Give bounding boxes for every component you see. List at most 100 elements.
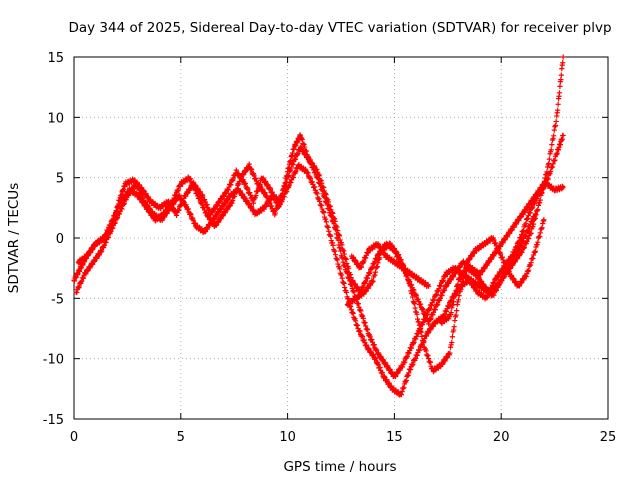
data-point xyxy=(495,273,502,280)
data-point xyxy=(389,242,395,248)
data-point xyxy=(526,236,532,242)
data-point xyxy=(537,200,543,206)
data-point xyxy=(345,296,351,302)
data-point xyxy=(281,184,288,190)
y-tick-label: -15 xyxy=(43,413,64,428)
data-point xyxy=(548,168,554,175)
data-point xyxy=(452,292,458,298)
data-point xyxy=(412,355,419,362)
data-point xyxy=(411,300,417,306)
data-point xyxy=(253,175,259,181)
data-point xyxy=(200,193,206,199)
data-point xyxy=(372,355,378,361)
data-point xyxy=(332,248,338,254)
data-point xyxy=(432,307,438,313)
data-point xyxy=(508,227,515,233)
data-point xyxy=(292,156,299,162)
data-point xyxy=(347,272,354,278)
data-point xyxy=(365,345,372,351)
data-point xyxy=(525,213,531,219)
x-tick-label: 25 xyxy=(600,430,617,445)
tick-labels: 0 5 10 15 20 25 -15 -10 -5 0 5 10 15 xyxy=(43,51,617,445)
data-point xyxy=(189,180,195,186)
data-point xyxy=(418,329,424,335)
data-point xyxy=(452,317,458,324)
data-point xyxy=(434,302,440,308)
y-tick-label: 0 xyxy=(56,232,64,247)
data-point xyxy=(535,239,541,245)
data-point xyxy=(523,233,529,239)
data-point xyxy=(491,253,497,259)
data-point xyxy=(351,289,357,295)
data-point xyxy=(414,311,420,317)
data-point xyxy=(299,136,305,143)
data-point xyxy=(283,180,289,186)
data-point xyxy=(540,218,546,224)
data-point xyxy=(135,185,141,191)
data-point xyxy=(194,190,200,196)
data-point xyxy=(110,216,116,222)
data-point xyxy=(264,194,271,200)
data-point xyxy=(483,284,489,290)
data-point xyxy=(255,180,261,186)
data-point xyxy=(312,184,318,190)
data-point xyxy=(535,207,541,213)
data-point xyxy=(449,305,455,311)
data-point xyxy=(255,188,261,194)
data-point xyxy=(408,345,415,351)
data-point xyxy=(206,206,212,212)
data-point xyxy=(227,203,233,209)
data-point xyxy=(248,166,255,173)
data-point xyxy=(514,244,520,250)
data-point xyxy=(107,223,113,229)
x-tick-label: 15 xyxy=(386,430,403,445)
data-point xyxy=(520,228,526,235)
data-point xyxy=(560,184,566,190)
data-point xyxy=(355,301,361,307)
data-point xyxy=(261,206,267,212)
data-point xyxy=(116,211,123,217)
data-point xyxy=(328,233,334,239)
data-point xyxy=(190,217,196,223)
data-point xyxy=(348,307,354,313)
data-point xyxy=(519,249,525,256)
data-point xyxy=(541,217,547,223)
data-point xyxy=(556,90,563,96)
data-point xyxy=(234,186,240,192)
data-point xyxy=(325,197,331,203)
data-point xyxy=(348,274,354,281)
data-point xyxy=(173,192,179,199)
data-point xyxy=(489,285,495,291)
data-point xyxy=(343,256,349,262)
data-point xyxy=(418,328,424,334)
data-point xyxy=(168,201,174,208)
data-point xyxy=(527,210,533,216)
data-point xyxy=(251,172,257,178)
data-point xyxy=(407,281,413,287)
data-point xyxy=(442,358,448,364)
data-point xyxy=(532,211,538,217)
data-point xyxy=(96,252,102,258)
axis-ticks xyxy=(73,56,609,420)
data-point xyxy=(406,370,412,376)
data-point xyxy=(329,240,336,246)
data-point xyxy=(471,250,477,256)
data-point xyxy=(534,242,540,248)
data-point xyxy=(329,209,335,216)
data-point xyxy=(216,219,222,225)
data-point xyxy=(516,247,522,253)
data-point xyxy=(530,204,536,210)
data-point xyxy=(407,283,413,289)
data-point xyxy=(301,141,307,148)
data-point xyxy=(339,254,345,260)
data-point xyxy=(409,362,416,368)
data-point xyxy=(79,278,85,284)
data-point xyxy=(372,272,378,278)
data-point xyxy=(253,193,259,199)
data-point xyxy=(433,291,440,298)
data-point xyxy=(523,220,529,226)
data-point xyxy=(409,290,415,297)
data-point xyxy=(327,203,333,209)
data-point xyxy=(142,202,149,208)
